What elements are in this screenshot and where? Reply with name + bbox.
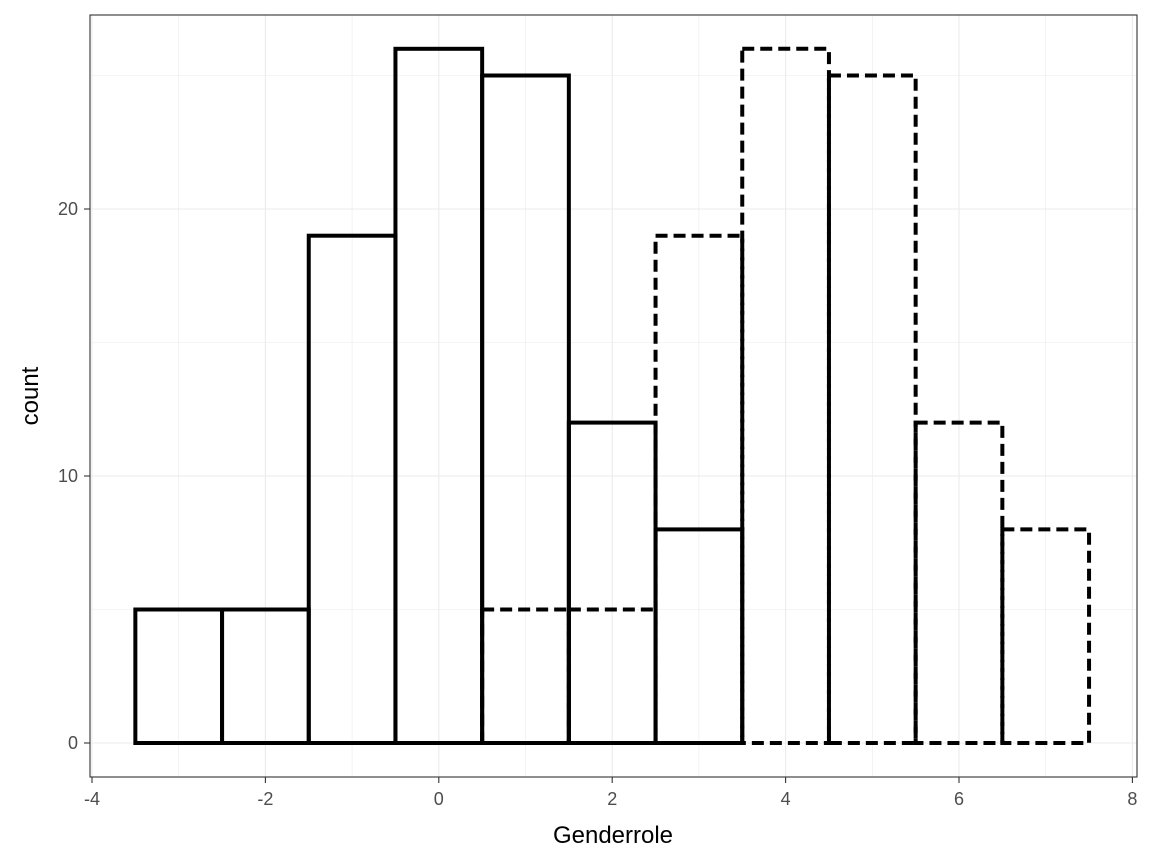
histogram-bar-dashed — [653, 233, 745, 745]
x-axis-title: Genderrole — [553, 822, 673, 849]
x-axis: -4 -2 0 2 4 6 8 — [84, 777, 1137, 809]
y-tick-label: 20 — [58, 199, 78, 219]
y-axis: 0 10 20 — [58, 199, 90, 753]
histogram-bar-dashed — [826, 73, 918, 745]
x-tick-label: 4 — [781, 789, 791, 809]
x-tick-label: -2 — [257, 789, 273, 809]
histogram-bar-dashed — [480, 607, 571, 745]
histogram-bar-dashed — [1000, 527, 1092, 746]
x-tick-label: 8 — [1127, 789, 1137, 809]
series-solid-bars — [133, 46, 745, 746]
panel-background — [90, 15, 1137, 777]
y-tick-label: 10 — [58, 466, 78, 486]
x-tick-label: 2 — [607, 789, 617, 809]
panel-border — [89, 14, 1138, 778]
y-axis-title: count — [17, 366, 44, 425]
x-tick-label: 0 — [434, 789, 444, 809]
histogram-bar-dashed — [913, 420, 1005, 745]
x-tick-label: -4 — [84, 789, 100, 809]
x-tick-label: 6 — [954, 789, 964, 809]
y-tick-label: 0 — [68, 733, 78, 753]
series-dashed-bars — [480, 46, 1092, 746]
